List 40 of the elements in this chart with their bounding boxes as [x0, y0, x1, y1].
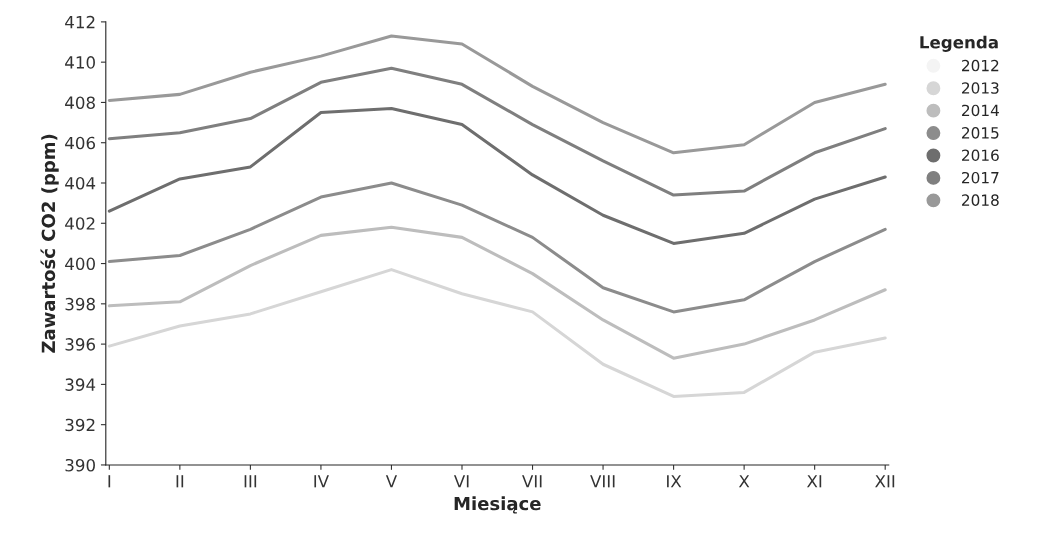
x-axis-title: Miesiące — [454, 496, 541, 514]
legend-label: 2014 — [962, 104, 999, 117]
y-axis-title: Zawartość CO2 (ppm) — [40, 134, 59, 353]
x-tick-label: X — [738, 475, 750, 488]
y-tick-label: 396 — [65, 338, 96, 351]
x-tick-label: IX — [667, 475, 682, 488]
y-tick-label: 412 — [65, 15, 95, 29]
x-tick-label: I — [108, 475, 111, 488]
y-tick-label: 398 — [65, 297, 95, 311]
y-tick-label: 408 — [65, 96, 95, 110]
x-tick-label: V — [385, 475, 398, 488]
line-series — [107, 106, 887, 245]
legend-label: 2017 — [962, 171, 999, 184]
x-tick-label: IV — [314, 475, 329, 488]
legend-label: 2016 — [962, 149, 999, 162]
x-tick-label: XI — [806, 475, 822, 488]
line-series — [107, 268, 887, 399]
legend-label: 2013 — [962, 82, 999, 94]
y-tick-label: 402 — [65, 217, 95, 230]
y-tick-label: 392 — [65, 418, 95, 432]
line-series — [107, 225, 887, 360]
x-tick-label: II — [176, 475, 184, 488]
legend-label: 2018 — [962, 194, 999, 206]
x-tick-label: III — [244, 475, 257, 488]
y-tick-label: 394 — [65, 378, 96, 391]
line-series — [107, 34, 887, 155]
y-tick-label: 404 — [65, 176, 96, 190]
line-series — [107, 181, 887, 314]
x-tick-label: VI — [453, 475, 469, 488]
y-tick-label: 390 — [65, 458, 95, 472]
legend-title: Legenda — [920, 35, 998, 52]
y-tick-label: 400 — [65, 257, 95, 271]
x-tick-label: VIII — [590, 475, 615, 488]
legend-label: 2015 — [962, 127, 999, 139]
x-tick-label: VII — [522, 475, 542, 488]
y-tick-label: 406 — [65, 136, 96, 150]
line-series — [107, 66, 887, 197]
y-tick-label: 410 — [65, 56, 95, 69]
legend-label: 2012 — [962, 59, 999, 72]
x-tick-label: XII — [875, 475, 895, 488]
